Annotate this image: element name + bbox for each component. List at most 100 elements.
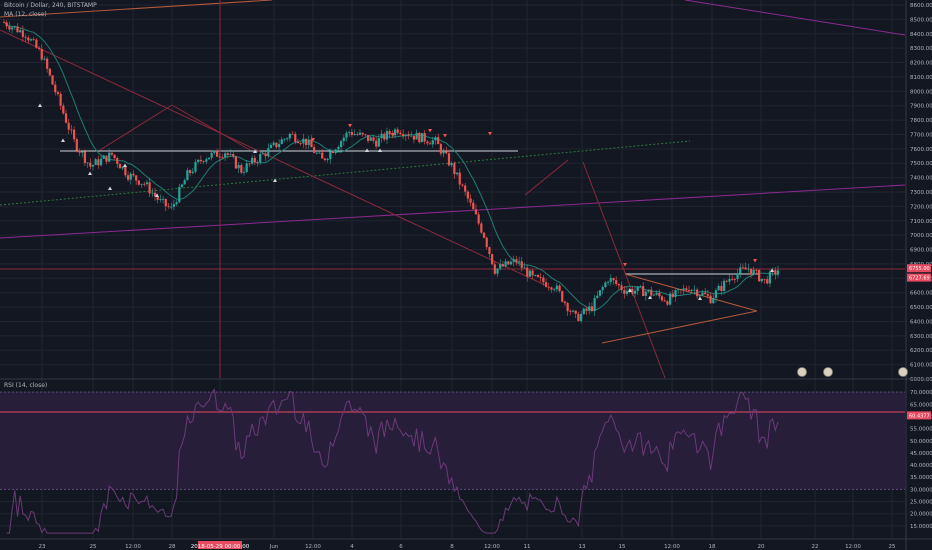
candle-body <box>507 261 510 265</box>
candle-body <box>226 153 229 155</box>
sell-marker <box>348 124 352 128</box>
candle-body <box>752 269 755 275</box>
candle-body <box>617 284 620 286</box>
candle-body <box>625 290 629 294</box>
x-tick-label: 15 <box>619 544 626 550</box>
symbol-title: Bitcoin / Dollar, 240, BITSTAMP <box>4 2 97 9</box>
rsi-legend[interactable]: RSI (14, close) <box>4 382 48 389</box>
candle-body <box>399 132 402 135</box>
rsi-value-tag-label: 60.4377 <box>909 413 930 419</box>
candle-body <box>267 148 270 157</box>
candle-body <box>714 290 718 299</box>
candle-body <box>8 26 11 30</box>
candle-body <box>574 310 577 314</box>
candle-body <box>135 175 138 181</box>
x-tick-label: 20 <box>758 544 765 550</box>
x-tick-label: 18 <box>709 544 716 550</box>
candle-body <box>410 135 413 137</box>
buy-marker <box>108 186 112 190</box>
candle-body <box>598 290 602 296</box>
candle-body <box>375 140 378 147</box>
x-tick-label: 12:00 <box>845 544 861 550</box>
candle-body <box>496 268 499 274</box>
x-tick-label: 25 <box>889 544 896 550</box>
candle-body <box>644 291 647 296</box>
candle-body <box>485 237 488 248</box>
candle-body <box>356 133 359 135</box>
candle-body <box>461 184 464 186</box>
ma-legend[interactable]: MA (12, close) <box>4 11 47 18</box>
candle-body <box>73 129 76 140</box>
candle-body <box>291 133 294 135</box>
idea-avatar-icon[interactable] <box>898 367 908 377</box>
candle-body <box>91 164 95 167</box>
candle-body <box>682 288 685 291</box>
idea-avatar-icon[interactable] <box>797 367 807 377</box>
candle-body <box>180 184 184 188</box>
candle-body <box>21 30 24 37</box>
candle-body <box>431 140 434 145</box>
candle-body <box>29 39 33 41</box>
candle-body <box>520 261 523 268</box>
buy-marker <box>88 171 92 175</box>
y-tick-label: 8500.00 <box>910 17 932 23</box>
candle-body <box>380 133 383 139</box>
candle-body <box>450 163 453 166</box>
candle-body <box>493 264 496 274</box>
candle-body <box>37 47 41 50</box>
x-tick-label: Jun <box>269 544 279 550</box>
candle-body <box>693 289 696 291</box>
candle-body <box>480 223 483 233</box>
candle-body <box>224 153 227 158</box>
candle-body <box>477 214 480 224</box>
y-tick-label: 7900.00 <box>910 104 932 110</box>
candle-body <box>54 84 57 93</box>
candle-body <box>148 182 151 194</box>
candle-body <box>51 75 54 85</box>
candle-body <box>439 144 442 154</box>
candle-body <box>666 301 669 305</box>
x-tick-label: 8 <box>450 544 454 550</box>
candle-body <box>531 270 534 276</box>
candle-body <box>650 289 653 296</box>
candle-body <box>636 286 639 291</box>
candle-body <box>768 271 772 284</box>
candle-body <box>48 68 51 76</box>
candle-body <box>642 286 645 296</box>
candle-body <box>542 277 545 283</box>
candle-body <box>652 294 656 296</box>
buy-marker <box>38 103 42 107</box>
candle-body <box>321 152 324 159</box>
candle-body <box>491 254 494 265</box>
candle-body <box>615 280 618 285</box>
candle-body <box>455 172 459 175</box>
candle-body <box>178 187 181 203</box>
x-tick-label: 25 <box>90 544 97 550</box>
candle-body <box>43 58 46 60</box>
candle-body <box>361 132 364 135</box>
candle-body <box>188 170 192 173</box>
candle-body <box>126 175 130 180</box>
y-tick-label: 8000.00 <box>910 89 932 95</box>
candle-body <box>523 267 526 269</box>
candle-body <box>674 290 677 297</box>
candle-body <box>140 183 143 185</box>
rsi-tick-label: 50.0000 <box>910 439 932 445</box>
candle-body <box>207 157 211 160</box>
buy-marker <box>123 163 127 167</box>
candle-body <box>153 192 157 197</box>
sell-marker <box>311 138 315 142</box>
candle-body <box>326 159 329 161</box>
candle-body <box>162 198 165 200</box>
candle-body <box>466 191 469 199</box>
idea-avatar-icon[interactable] <box>823 367 833 377</box>
candle-body <box>482 232 486 238</box>
candle-body <box>245 163 248 172</box>
arrow-down-1 <box>171 104 251 151</box>
candle-body <box>121 166 124 169</box>
rsi-band <box>0 391 905 490</box>
candle-body <box>469 198 472 203</box>
candle-body <box>286 138 289 140</box>
trendline-drawings <box>0 0 906 413</box>
